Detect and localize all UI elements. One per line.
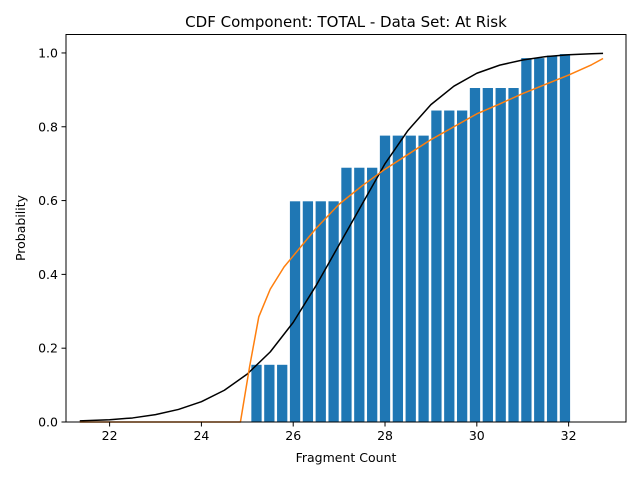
y-tick-label: 0.6 xyxy=(38,193,58,208)
plot-marks xyxy=(79,52,604,423)
bar xyxy=(277,364,288,422)
bar xyxy=(559,54,571,423)
bar xyxy=(328,201,339,422)
bar xyxy=(508,88,519,422)
fitted-cdf-line xyxy=(79,57,604,423)
chart-title: CDF Component: TOTAL - Data Set: At Risk xyxy=(185,13,507,31)
bar xyxy=(534,58,545,422)
bar xyxy=(315,201,326,422)
bar xyxy=(289,201,301,422)
bar xyxy=(302,201,314,422)
bar xyxy=(251,364,262,422)
y-axis-ticks: 0.0 0.2 0.4 0.6 0.8 1.0 xyxy=(38,45,66,430)
bar xyxy=(444,110,455,423)
y-tick-label: 0.4 xyxy=(38,267,58,282)
y-tick-label: 0.0 xyxy=(38,415,58,430)
bar xyxy=(405,135,416,422)
y-tick-label: 1.0 xyxy=(38,45,58,60)
plot-frame xyxy=(65,34,627,423)
x-axis-title: Fragment Count xyxy=(296,450,397,465)
bar xyxy=(456,110,468,423)
normal-cdf-line xyxy=(79,52,604,422)
bar xyxy=(379,135,391,422)
bar xyxy=(482,88,493,422)
bar xyxy=(341,167,352,422)
bar xyxy=(495,88,506,422)
bar xyxy=(354,167,365,422)
bar xyxy=(431,110,442,423)
x-tick-label: 30 xyxy=(469,428,485,443)
x-tick-label: 22 xyxy=(102,428,118,443)
bar xyxy=(469,88,481,422)
bar xyxy=(264,364,275,422)
y-axis-title: Probability xyxy=(13,194,28,261)
bar xyxy=(392,135,404,422)
y-tick-label: 0.8 xyxy=(38,119,58,134)
bar xyxy=(418,135,429,422)
x-tick-label: 24 xyxy=(193,428,209,443)
bar xyxy=(521,58,532,422)
y-tick-label: 0.2 xyxy=(38,341,58,356)
x-tick-label: 28 xyxy=(377,428,393,443)
x-tick-label: 32 xyxy=(561,428,577,443)
x-axis-ticks: 22 24 26 28 30 32 xyxy=(102,422,577,443)
x-tick-label: 26 xyxy=(285,428,301,443)
bar xyxy=(546,55,558,423)
bar xyxy=(367,167,378,422)
